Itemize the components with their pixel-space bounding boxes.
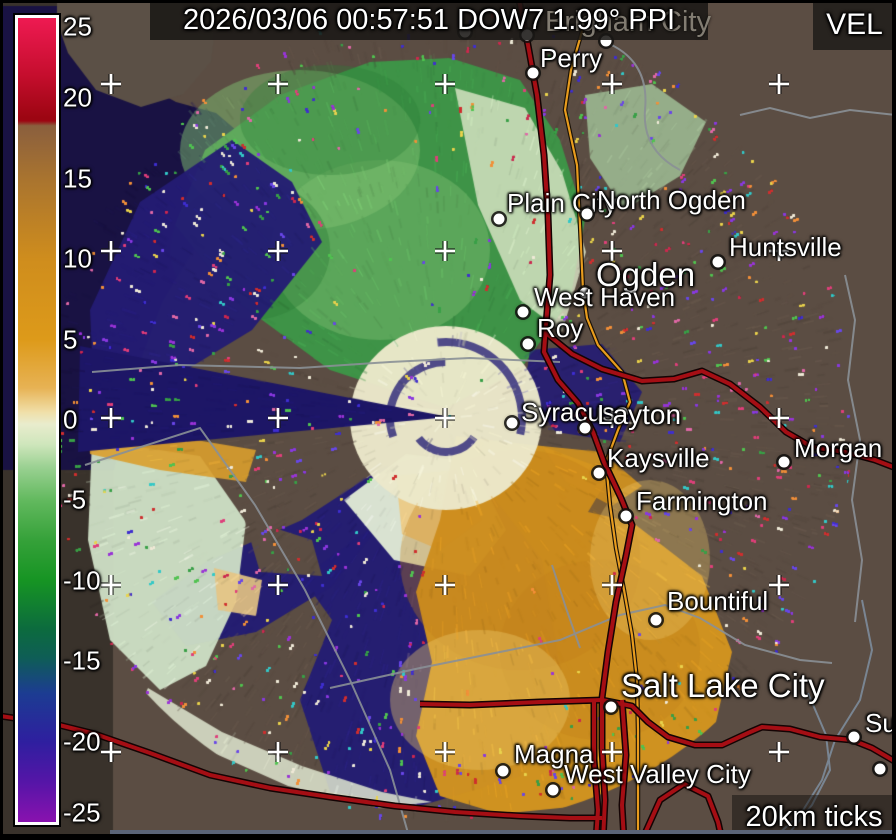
colorbar-tick-label: -20 bbox=[63, 726, 101, 757]
colorbar-tick-label: 5 bbox=[63, 324, 78, 355]
colorbar-tick-label: 10 bbox=[63, 243, 92, 274]
city-label: Magna bbox=[514, 739, 594, 769]
city-dot bbox=[593, 467, 605, 479]
city-dot bbox=[848, 731, 860, 743]
colorbar-tick-label: 25 bbox=[63, 11, 92, 42]
timestamp-title-bar: Brigham City 2026/03/06 00:57:51 DOW7 1.… bbox=[150, 0, 711, 40]
city-label: Huntsville bbox=[729, 232, 842, 262]
colorbar-tick-label: -25 bbox=[63, 797, 101, 828]
colorbar-frame bbox=[15, 15, 59, 825]
city-dot bbox=[517, 306, 529, 318]
city-dot bbox=[493, 213, 505, 225]
city-label: West Valley City bbox=[564, 759, 751, 789]
colorbar-gradient bbox=[18, 18, 56, 822]
city-label: Su bbox=[865, 708, 896, 738]
city-dot bbox=[579, 422, 591, 434]
scan-title-text: 2026/03/06 00:57:51 DOW7 1.99° PPI bbox=[182, 4, 676, 36]
city-dot bbox=[778, 456, 790, 468]
city-dot bbox=[605, 701, 617, 713]
city-dot bbox=[600, 35, 612, 47]
city-label: North Ogden bbox=[597, 185, 746, 215]
city-dot bbox=[579, 287, 591, 299]
city-label: Plain City bbox=[507, 188, 617, 218]
city-dot bbox=[527, 67, 539, 79]
city-label: Kaysville bbox=[607, 443, 710, 473]
city-dot bbox=[712, 256, 724, 268]
colorbar-tick-label: -15 bbox=[63, 645, 101, 676]
city-dot bbox=[547, 784, 559, 796]
status-strip bbox=[110, 830, 896, 835]
colorbar-tick-label: -5 bbox=[63, 484, 87, 515]
city-label: Syracuse bbox=[521, 397, 630, 427]
city-dot bbox=[620, 510, 632, 522]
city-dot bbox=[581, 208, 593, 220]
city-label: Perry bbox=[540, 43, 603, 73]
city-dot bbox=[874, 763, 886, 775]
city-dot bbox=[497, 765, 509, 777]
colorbar-tick-label: 0 bbox=[63, 404, 78, 435]
city-label: Ogden bbox=[596, 256, 696, 293]
product-label: VEL bbox=[826, 8, 883, 41]
colorbar-tick-label: 15 bbox=[63, 163, 92, 194]
city-dot bbox=[522, 338, 534, 350]
city-label: West Haven bbox=[534, 282, 676, 312]
city-label: Morgan bbox=[794, 433, 883, 463]
city-label: Roy bbox=[537, 313, 584, 343]
city-label: Layton bbox=[597, 399, 682, 430]
velocity-colorbar bbox=[13, 13, 61, 827]
colorbar-tick-label: -10 bbox=[63, 565, 101, 596]
colorbar-tick-label: 20 bbox=[63, 82, 92, 113]
city-label: Salt Lake City bbox=[621, 667, 825, 704]
city-label: Bountiful bbox=[667, 586, 769, 616]
city-dot bbox=[650, 614, 662, 626]
product-label-box: VEL bbox=[813, 0, 896, 50]
city-label: Farmington bbox=[636, 486, 768, 516]
city-dot bbox=[506, 417, 518, 429]
